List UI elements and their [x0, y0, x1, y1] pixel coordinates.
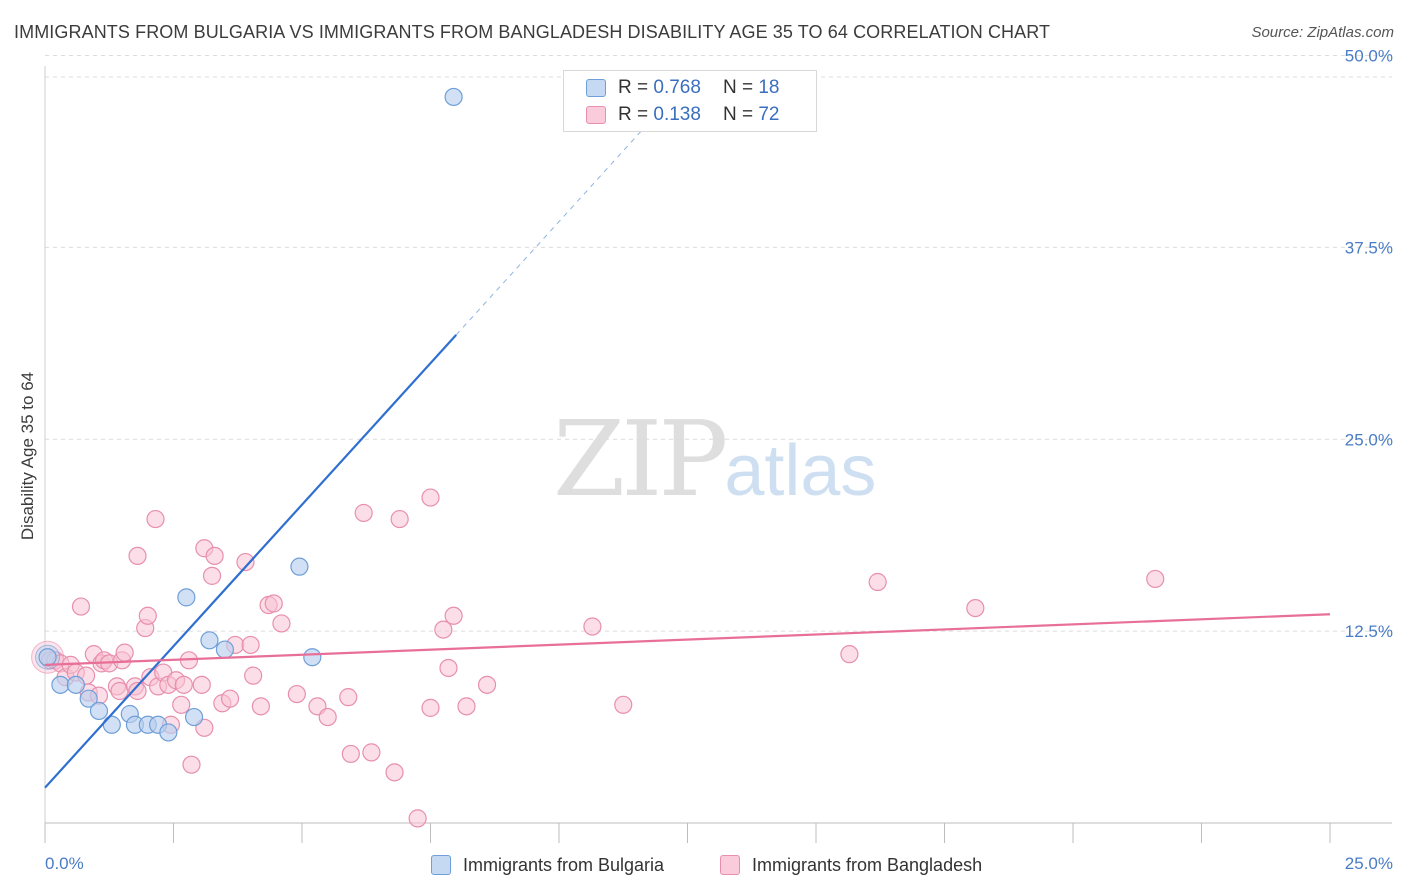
bangladesh-point [457, 697, 476, 716]
bulgaria-trend-extension [455, 79, 688, 336]
source-label: Source: ZipAtlas.com [1251, 24, 1394, 41]
bangladesh-point [966, 598, 985, 618]
bangladesh-point [128, 546, 147, 566]
bulgaria-point [444, 87, 463, 107]
bangladesh-point [172, 695, 191, 714]
legend-r-value: 0.138 [653, 104, 701, 125]
bottom-legend-label-bulgaria: Immigrants from Bulgaria [463, 854, 665, 875]
bangladesh-point [287, 684, 306, 704]
bangladesh-point [244, 666, 263, 685]
bangladesh-point [146, 509, 165, 529]
bangladesh-point [421, 488, 440, 507]
bangladesh-point [220, 689, 240, 708]
bangladesh-point [385, 763, 404, 782]
bangladesh-point [354, 503, 373, 523]
bangladesh-point [182, 755, 201, 774]
y-tick-label: 25.0% [1345, 430, 1393, 449]
bulgaria-point [303, 648, 322, 667]
bulgaria-point [89, 701, 109, 721]
bulgaria-point [159, 723, 178, 742]
y-tick-label: 12.5% [1345, 622, 1393, 641]
bulgaria-trend-line [44, 334, 458, 789]
legend-n-value: 18 [758, 77, 780, 98]
tick-labels: 12.5% 25.0% 37.5% 50.0% 0.0% 25.0% [45, 47, 1393, 874]
bangladesh-point [251, 697, 270, 716]
bulgaria-point [184, 707, 204, 727]
chart-title: IMMIGRANTS FROM BULGARIA VS IMMIGRANTS F… [14, 22, 1051, 42]
bangladesh-point [202, 566, 222, 585]
axes [44, 66, 1392, 843]
bangladesh-trend-line [44, 613, 1331, 666]
bangladesh-point [339, 688, 358, 707]
bulgaria-point [38, 648, 57, 667]
bangladesh-point [583, 617, 602, 636]
watermark-zip: ZIP [553, 398, 728, 520]
bangladesh-point [128, 681, 147, 701]
trend-lines [44, 79, 1331, 789]
bangladesh-point [272, 614, 291, 633]
bulgaria-point [79, 689, 98, 708]
bulgaria-point [66, 675, 85, 694]
bulgaria-point [51, 675, 70, 694]
bangladesh-point [192, 675, 211, 694]
bulgaria-point [200, 631, 219, 650]
bulgaria-point [215, 640, 234, 659]
bangladesh-point [421, 698, 440, 717]
y-tick-label: 50.0% [1345, 47, 1393, 66]
bottom-legend-bulgaria: Immigrants from Bulgaria [431, 852, 664, 878]
bangladesh-point [444, 606, 463, 625]
bottom-legend-swatch-bulgaria [431, 855, 451, 875]
legend-swatch-bulgaria [586, 79, 606, 97]
legend-swatch-bangladesh [586, 106, 606, 124]
x-tick-label: 25.0% [1345, 854, 1393, 873]
legend-n-label: N = [722, 77, 754, 98]
bangladesh-point [1146, 569, 1165, 589]
bulgaria-point [177, 588, 196, 607]
bangladesh-point [205, 546, 224, 566]
bangladesh-point [840, 645, 859, 664]
bangladesh-point [477, 675, 497, 694]
bottom-legend-swatch-bangladesh [720, 855, 740, 875]
bulgaria-point [102, 715, 121, 734]
bangladesh-point [362, 743, 381, 762]
bangladesh-point [868, 572, 887, 592]
bangladesh-point [318, 707, 337, 727]
bangladesh-point [434, 620, 453, 639]
bangladesh-point [174, 675, 193, 694]
bottom-legend-bangladesh: Immigrants from Bangladesh [720, 852, 982, 878]
bulgaria-points [35, 87, 463, 742]
watermark-atlas: atlas [724, 431, 877, 511]
bangladesh-point [264, 594, 283, 613]
y-tick-label: 37.5% [1345, 238, 1393, 257]
legend-row-bangladesh: R = 0.138 N = 72 [586, 102, 779, 128]
bangladesh-point [390, 509, 409, 529]
legend-r-value: 0.768 [653, 77, 701, 98]
bangladesh-point [614, 695, 633, 714]
bangladesh-point [138, 606, 157, 625]
bangladesh-point [236, 552, 255, 572]
bangladesh-point [110, 681, 129, 701]
legend-r-label: R = [618, 77, 649, 98]
bangladesh-point [439, 658, 458, 678]
correlation-legend: R = 0.768 N = 18 R = 0.138 N = 72 [563, 70, 817, 132]
watermark: ZIPatlas [553, 398, 876, 520]
legend-row-bulgaria: R = 0.768 N = 18 [586, 75, 779, 101]
gridlines [45, 55, 1392, 632]
x-tick-label: 0.0% [45, 854, 84, 873]
bottom-legend-label-bangladesh: Immigrants from Bangladesh [752, 854, 983, 875]
bulgaria-point [290, 557, 309, 576]
bangladesh-point [115, 643, 134, 662]
bangladesh-point [408, 809, 427, 828]
legend-n-label: N = [722, 104, 754, 125]
legend-n-value: 72 [758, 104, 780, 125]
legend-r-label: R = [618, 104, 649, 125]
bangladesh-point [341, 744, 360, 764]
bangladesh-point [241, 635, 260, 655]
bangladesh-point [71, 597, 91, 616]
